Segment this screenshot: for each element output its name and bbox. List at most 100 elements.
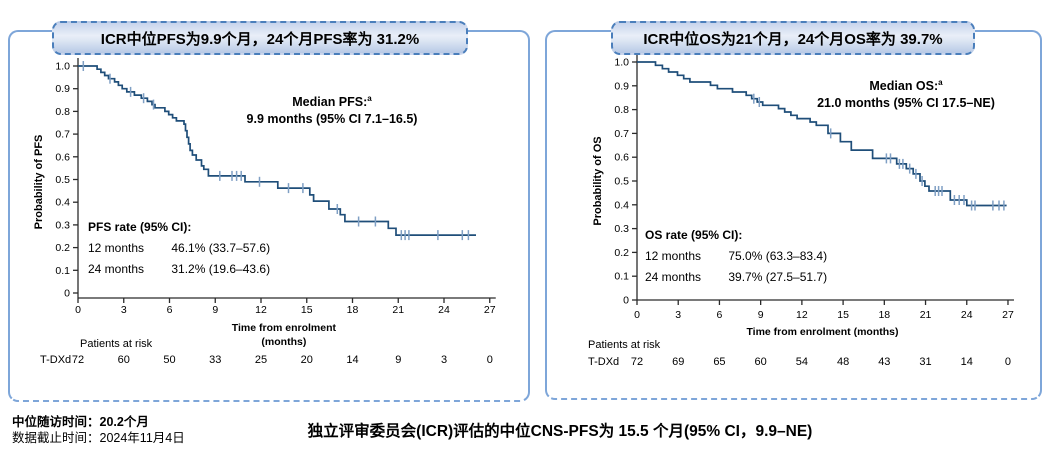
y-tick-label: 0.1 — [55, 265, 70, 277]
os-median-annotation: Median OS:a 21.0 months (95% CI 17.5–NE) — [793, 74, 1019, 112]
x-tick-label: 18 — [347, 304, 359, 316]
x-tick-label: 27 — [484, 304, 496, 316]
x-tick-label: 3 — [675, 309, 681, 321]
pfs-median-label: Median PFS:a — [292, 94, 372, 110]
y-tick-label: 0.6 — [55, 151, 70, 163]
y-tick-label: 0.6 — [614, 152, 629, 164]
x-axis-title: Time from enrolment — [232, 322, 337, 334]
x-tick-label: 0 — [75, 304, 81, 316]
y-tick-label: 0.3 — [614, 223, 629, 235]
x-tick-label: 21 — [920, 309, 932, 321]
os-header-banner: ICR中位OS为21个月，24个月OS率为 39.7% — [611, 21, 975, 55]
y-tick-label: 1.0 — [55, 61, 70, 73]
x-axis-title: (months) — [261, 336, 306, 348]
y-tick-label: 0.5 — [614, 176, 629, 188]
risk-series-name: T-DXd — [588, 356, 619, 368]
patients-at-risk-label: Patients at risk — [588, 339, 661, 351]
rate-row: 12 months 75.0% (63.3–83.4) — [645, 246, 827, 267]
risk-count: 72 — [631, 356, 643, 368]
os-median-label: Median OS:a — [869, 78, 943, 94]
pfs-panel: ICR中位PFS为9.9个月，24个月PFS率为 31.2% 1.0 0.9 0.8… — [8, 21, 530, 402]
risk-count: 25 — [255, 354, 267, 366]
risk-count: 65 — [713, 356, 725, 368]
data-cutoff-note: 数据截止时间：2024年11月4日 — [12, 431, 185, 445]
x-tick-label: 15 — [837, 309, 849, 321]
pfs-median-annotation: Median PFS:a 9.9 months (95% CI 7.1–16.5… — [200, 90, 464, 128]
risk-count: 33 — [209, 354, 221, 366]
x-tick-label: 12 — [796, 309, 808, 321]
y-tick-label: 0.9 — [55, 83, 70, 95]
x-tick-label: 6 — [167, 304, 173, 316]
x-tick-label: 6 — [717, 309, 723, 321]
x-tick-label: 15 — [301, 304, 313, 316]
x-tick-label: 12 — [255, 304, 267, 316]
risk-count: 50 — [163, 354, 175, 366]
risk-count: 0 — [487, 354, 493, 366]
risk-count: 43 — [878, 356, 890, 368]
pfs-rate-title: PFS rate (95% CI): — [88, 220, 192, 234]
risk-count: 14 — [346, 354, 358, 366]
risk-count: 60 — [118, 354, 130, 366]
risk-count: 69 — [672, 356, 684, 368]
risk-count: 20 — [301, 354, 313, 366]
os-km-chart: 1.00.90.80.70.60.50.40.30.20.100 3 6 9 12 15 1… — [588, 54, 1014, 368]
os-panel: ICR中位OS为21个月，24个月OS率为 39.7% 1.0 0.9 0.8 0.7… — [545, 21, 1042, 400]
x-tick-label: 9 — [758, 309, 764, 321]
rate-row: 24 months 39.7% (27.5–51.7) — [645, 267, 827, 288]
rate-row-label: 12 months — [645, 249, 702, 263]
y-axis-title: Probability of OS — [592, 136, 604, 225]
y-tick-label: 0 — [623, 295, 629, 307]
footnote-block: 中位随访时间：20.2个月 数据截止时间：2024年11月4日 — [12, 414, 185, 446]
median-followup-note: 中位随访时间：20.2个月 — [12, 415, 149, 429]
risk-count: 48 — [837, 356, 849, 368]
x-tick-label: 3 — [121, 304, 127, 316]
risk-count: 60 — [755, 356, 767, 368]
os-rate-title: OS rate (95% CI): — [645, 228, 743, 242]
patients-at-risk-label: Patients at risk — [80, 338, 153, 350]
y-axis-title: Probability of PFS — [33, 135, 45, 230]
y-tick-label: 0.3 — [55, 219, 70, 231]
pfs-header-banner: ICR中位PFS为9.9个月，24个月PFS率为 31.2% — [52, 21, 468, 55]
rate-row-value: 75.0% (63.3–83.4) — [728, 249, 828, 263]
risk-count: 14 — [961, 356, 973, 368]
rate-row-value: 31.2% (19.6–43.6) — [171, 262, 271, 276]
y-tick-label: 0.4 — [614, 199, 629, 211]
y-tick-label: 0.5 — [55, 174, 70, 186]
x-axis-title: Time from enrolment (months) — [746, 326, 898, 338]
risk-count: 9 — [395, 354, 401, 366]
y-tick-label: 1.0 — [614, 57, 629, 69]
risk-count: 72 — [72, 354, 84, 366]
x-tick-label: 0 — [634, 309, 640, 321]
y-tick-label: 0.9 — [614, 80, 629, 92]
rate-row-value: 46.1% (33.7–57.6) — [171, 241, 271, 255]
cns-pfs-summary: 独立评审委员会(ICR)评估的中位CNS-PFS为 15.5 个月(95% CI… — [307, 423, 813, 440]
y-tick-label: 0.2 — [55, 242, 70, 254]
pfs-median-value: 9.9 months (95% CI 7.1–16.5) — [246, 112, 418, 127]
y-tick-label: 0.4 — [55, 197, 70, 209]
x-tick-label: 9 — [212, 304, 218, 316]
os-median-value: 21.0 months (95% CI 17.5–NE) — [817, 96, 995, 111]
rate-row: 12 months 46.1% (33.7–57.6) — [88, 238, 270, 259]
y-tick-label: 0.7 — [614, 128, 629, 140]
rate-row-value: 39.7% (27.5–51.7) — [728, 270, 828, 284]
rate-row-label: 12 months — [88, 241, 145, 255]
rate-row-label: 24 months — [88, 262, 145, 276]
x-tick-label: 24 — [961, 309, 973, 321]
risk-count: 0 — [1005, 356, 1011, 368]
y-tick-label: 0.8 — [55, 106, 70, 118]
x-tick-label: 27 — [1002, 309, 1014, 321]
x-tick-label: 18 — [878, 309, 890, 321]
risk-count: 31 — [919, 356, 931, 368]
rate-row: 24 months 31.2% (19.6–43.6) — [88, 259, 270, 280]
pfs-km-chart: 1.0 0.9 0.8 0.7 0.6 0.5 0.4 0.3 0.2 0.1 0 0 3 6 9 12 15 1… — [33, 58, 496, 366]
y-tick-label: 0.1 — [614, 271, 629, 283]
os-rate-table: OS rate (95% CI): 12 months 75.0% (63.3–… — [645, 228, 827, 288]
y-tick-label: 0.7 — [55, 129, 70, 141]
risk-count: 3 — [441, 354, 447, 366]
x-tick-label: 24 — [438, 304, 450, 316]
risk-series-name: T-DXd — [40, 354, 71, 366]
x-tick-label: 21 — [392, 304, 404, 316]
km-curve — [78, 65, 476, 236]
risk-count: 54 — [796, 356, 808, 368]
